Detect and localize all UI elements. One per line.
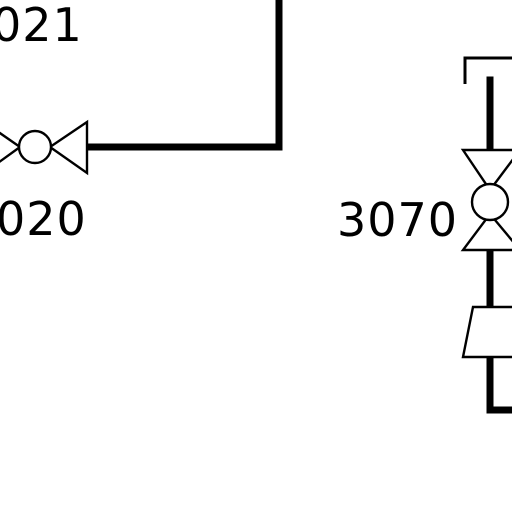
pipe-right-lower <box>486 352 512 414</box>
pipe-end-bracket-icon <box>463 56 512 84</box>
valve-3070-bottom-wedge <box>460 212 512 252</box>
valve-3070-icon <box>460 148 512 252</box>
valve-020-icon <box>0 119 89 176</box>
pipe-upper-branch <box>84 0 283 151</box>
valve-3070-body <box>470 182 510 222</box>
valve-020-left-wedge <box>0 131 23 163</box>
valve-020-right-wedge <box>47 119 89 176</box>
tag-020-label: 020 <box>0 192 87 246</box>
tag-021-label: 021 <box>0 0 83 52</box>
tag-3070-label: 3070 <box>337 193 458 247</box>
valve-3070-top-wedge <box>460 148 512 193</box>
valve-020-body <box>17 129 53 165</box>
reducer-icon <box>461 305 512 359</box>
